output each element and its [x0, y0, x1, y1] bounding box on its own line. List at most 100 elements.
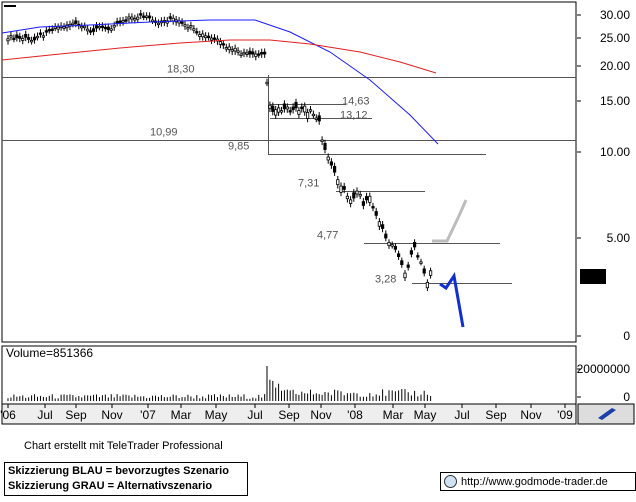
candle-body	[106, 26, 110, 30]
candle-body	[50, 28, 54, 31]
candle-body	[361, 201, 366, 206]
price-tick-label: 25.00	[600, 31, 630, 45]
candle-body	[227, 46, 231, 51]
candle-body	[368, 195, 372, 203]
level-label: 10,99	[150, 127, 178, 139]
level-label: 4,77	[317, 230, 338, 242]
scenario-gray-path	[432, 199, 468, 243]
candle-body	[206, 35, 211, 39]
candle-body	[83, 25, 87, 29]
time-tick-label: Jul	[247, 408, 262, 422]
price-tick-label: 5.00	[607, 231, 631, 245]
candle-body	[314, 117, 318, 120]
candle-body	[425, 282, 430, 289]
candle-body	[112, 25, 116, 28]
candle-body	[305, 112, 310, 119]
candle-body	[303, 105, 307, 113]
candle-body	[100, 25, 104, 28]
time-tick-label: May	[414, 408, 437, 422]
candle-body	[274, 109, 278, 116]
candle-body	[355, 190, 359, 195]
candle-body	[412, 242, 417, 248]
candle-body	[393, 245, 398, 250]
legend-blue: Skizzierung BLAU = bevorzugtes Szenario	[8, 465, 229, 477]
level-label: 18,30	[167, 64, 195, 76]
candle-body	[145, 15, 149, 18]
price-tick-label: 15.00	[600, 94, 630, 108]
candle-body	[221, 43, 225, 46]
candle-body	[364, 196, 369, 201]
level-label: 9,85	[228, 141, 249, 153]
candle-body	[209, 37, 214, 41]
time-tick-label: '07	[140, 408, 156, 422]
candle-body	[224, 47, 228, 50]
candle-body	[24, 33, 28, 38]
candle-body	[400, 260, 404, 265]
candle-body	[377, 221, 382, 227]
level-label: 13,12	[340, 110, 368, 122]
volume-tick-label: 0	[623, 390, 630, 404]
candle-body	[374, 211, 378, 216]
time-tick-label: Sep	[485, 408, 507, 422]
candle-body	[44, 30, 48, 33]
candle-body	[204, 35, 208, 39]
candle-body	[53, 26, 57, 29]
candle-body	[38, 32, 43, 35]
price-tick-label: 30.00	[600, 8, 630, 22]
candle-body	[288, 110, 292, 113]
candle-body	[212, 37, 217, 40]
time-tick-label: Jul	[37, 408, 52, 422]
price-tick-label: 0	[623, 329, 630, 343]
candle-body	[311, 113, 316, 117]
candle-body	[254, 53, 258, 57]
time-tick-label: Mar	[383, 408, 404, 422]
candle-body	[195, 31, 199, 34]
candle-body	[35, 35, 40, 39]
globe-icon	[444, 475, 457, 488]
candle-body	[263, 51, 267, 55]
candle-body	[103, 26, 107, 30]
candle-body	[308, 109, 313, 112]
candle-body	[186, 27, 190, 30]
candle-body	[271, 105, 275, 112]
candle-body	[339, 185, 343, 193]
website-url: http://www.godmode-trader.de	[461, 475, 608, 488]
candle-body	[251, 51, 255, 55]
candle-body	[127, 16, 131, 20]
time-tick-label: May	[205, 408, 228, 422]
candle-body	[94, 25, 99, 29]
volume-tick-label: 20000000	[577, 362, 631, 376]
candle-body	[260, 52, 264, 55]
price-pane-border	[1, 1, 577, 343]
scenario-legend: Skizzierung BLAU = bevorzugtes Szenario …	[4, 462, 248, 496]
candle-body	[62, 26, 66, 29]
candle-body	[403, 272, 407, 279]
time-tick-label: Mar	[171, 408, 192, 422]
candle-body	[41, 35, 46, 38]
candle-body	[15, 34, 19, 39]
candle-body	[236, 50, 240, 53]
candle-body	[218, 41, 222, 45]
time-tick-label: Sep	[65, 408, 87, 422]
candle-body	[428, 270, 433, 276]
time-tick-label: '08	[347, 408, 363, 422]
candle-body	[147, 15, 152, 19]
volume-label: Volume=851366	[6, 346, 93, 360]
candle-body	[242, 51, 246, 55]
time-tick-label: Nov	[101, 408, 122, 422]
candle-body	[29, 39, 34, 43]
candle-body	[183, 24, 187, 27]
price-tick-label: 20.00	[600, 59, 630, 73]
candle-body	[171, 17, 175, 22]
candle-body	[91, 28, 96, 32]
candle-body	[358, 194, 362, 197]
website-link[interactable]: http://www.godmode-trader.de	[440, 472, 636, 491]
time-tick-label: '09	[557, 408, 573, 422]
candle-body	[71, 22, 75, 26]
level-label: 3,28	[375, 274, 396, 286]
candle-body	[233, 47, 237, 52]
candle-body	[6, 38, 10, 42]
candle-body	[130, 16, 134, 20]
candle-body	[422, 268, 426, 274]
